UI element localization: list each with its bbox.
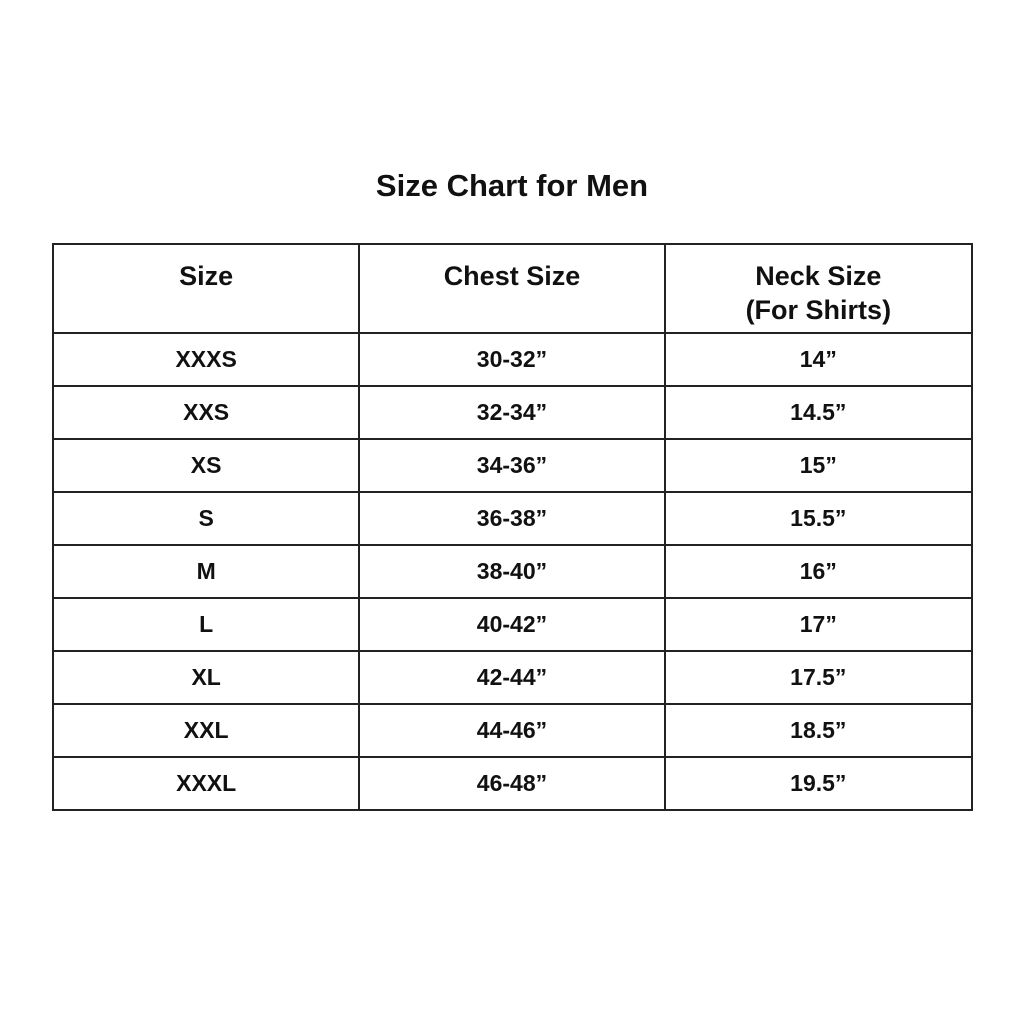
neck-size-cell: 16”	[663, 544, 974, 599]
size-cell: S	[51, 491, 361, 546]
table-row: XXS 32-34” 14.5”	[51, 385, 974, 440]
neck-size-cell: 17”	[663, 597, 974, 652]
header-neck-size: Neck Size (For Shirts)	[663, 243, 974, 334]
neck-size-cell: 18.5”	[663, 703, 974, 758]
size-cell: M	[51, 544, 361, 599]
table-header-row: Size Chest Size Neck Size (For Shirts)	[51, 243, 974, 334]
header-neck-size-note: (For Shirts)	[745, 295, 892, 325]
size-cell: L	[51, 597, 361, 652]
table-row: XXXS 30-32” 14”	[51, 332, 974, 387]
table-row: XXXL 46-48” 19.5”	[51, 756, 974, 811]
chest-size-cell: 32-34”	[358, 385, 666, 440]
table-row: XXL 44-46” 18.5”	[51, 703, 974, 758]
table-row: M 38-40” 16”	[51, 544, 974, 599]
size-chart-table: Size Chest Size Neck Size (For Shirts) X…	[51, 243, 974, 811]
table-row: S 36-38” 15.5”	[51, 491, 974, 546]
neck-size-cell: 17.5”	[663, 650, 974, 705]
page-title: Size Chart for Men	[375, 168, 649, 203]
table-row: XS 34-36” 15”	[51, 438, 974, 493]
header-neck-size-label: Neck Size	[755, 261, 882, 291]
neck-size-cell: 14”	[663, 332, 974, 387]
header-size: Size	[51, 243, 361, 334]
table-row: XL 42-44” 17.5”	[51, 650, 974, 705]
chest-size-cell: 46-48”	[358, 756, 666, 811]
chest-size-cell: 42-44”	[358, 650, 666, 705]
size-cell: XL	[51, 650, 361, 705]
neck-size-cell: 19.5”	[663, 756, 974, 811]
chest-size-cell: 40-42”	[358, 597, 666, 652]
chest-size-cell: 38-40”	[358, 544, 666, 599]
chest-size-cell: 36-38”	[358, 491, 666, 546]
neck-size-cell: 15.5”	[663, 491, 974, 546]
table-row: L 40-42” 17”	[51, 597, 974, 652]
neck-size-cell: 15”	[663, 438, 974, 493]
size-cell: XXXS	[51, 332, 361, 387]
header-chest-size: Chest Size	[358, 243, 666, 334]
size-cell: XXXL	[51, 756, 361, 811]
neck-size-cell: 14.5”	[663, 385, 974, 440]
chest-size-cell: 34-36”	[358, 438, 666, 493]
size-cell: XXL	[51, 703, 361, 758]
size-cell: XXS	[51, 385, 361, 440]
chest-size-cell: 30-32”	[358, 332, 666, 387]
chest-size-cell: 44-46”	[358, 703, 666, 758]
size-cell: XS	[51, 438, 361, 493]
